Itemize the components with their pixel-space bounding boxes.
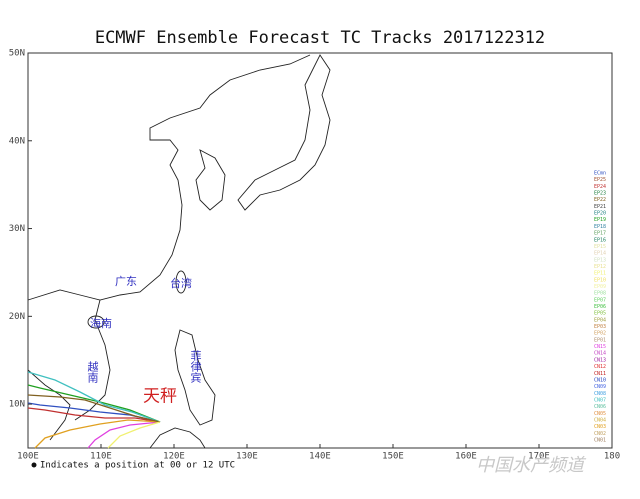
legend-entry: EP02: [594, 331, 606, 337]
x-tick-label: 180: [604, 452, 620, 462]
place-label: 广东: [115, 275, 137, 288]
y-tick-label: 50N: [9, 49, 25, 59]
legend-entry: EP22: [594, 197, 606, 203]
legend-entry: CN08: [594, 391, 606, 397]
legend-entry: EP21: [594, 204, 606, 210]
legend-entry: EP12: [594, 264, 606, 270]
legend-entry: CN04: [594, 417, 606, 423]
map-frame: [27, 52, 613, 449]
typhoon-name: 天秤: [143, 387, 177, 407]
title: ECMWF Ensemble Forecast TC Tracks 201712…: [95, 28, 545, 48]
footnote: Indicates a position at 00 or 12 UTC: [40, 461, 235, 471]
legend-entry: EP14: [594, 251, 606, 257]
legend-entry: EP07: [594, 297, 606, 303]
legend-entry: EP15: [594, 244, 606, 250]
y-tick-label: 40N: [9, 136, 25, 146]
legend-entry: CN01: [594, 438, 606, 444]
y-tick-label: 30N: [9, 224, 25, 234]
legend-entry: CN03: [594, 424, 606, 430]
x-tick-label: 170E: [528, 452, 550, 462]
legend-entry: EP23: [594, 191, 606, 197]
place-label: 海南: [90, 316, 112, 330]
legend-entry: CN15: [594, 344, 606, 350]
place-label: 菲律宾: [189, 350, 202, 383]
legend-entry: EP18: [594, 224, 606, 230]
legend-entry: ECmn: [594, 171, 606, 177]
x-tick-label: 120E: [163, 452, 185, 462]
legend-entry: EP01: [594, 337, 606, 343]
place-label: 台湾: [170, 276, 192, 290]
legend-entry: CN10: [594, 377, 606, 383]
legend-entry: CN12: [594, 364, 606, 370]
legend-entry: EP17: [594, 231, 606, 237]
legend-entry: CN05: [594, 411, 606, 417]
legend-entry: CN09: [594, 384, 606, 390]
legend-entry: EP13: [594, 257, 606, 263]
legend-entry: CN06: [594, 404, 606, 410]
legend-entry: EP10: [594, 277, 606, 283]
legend-entry: EP16: [594, 237, 606, 243]
x-tick-label: 110E: [90, 452, 112, 462]
legend-entry: EP20: [594, 211, 606, 217]
y-tick-label: 10N: [9, 400, 25, 410]
legend-entry: EP04: [594, 317, 606, 323]
x-tick-label: 150E: [382, 452, 404, 462]
legend-entry: EP05: [594, 311, 606, 317]
legend-entry: CN14: [594, 351, 606, 357]
coastlines: [27, 54, 331, 449]
x-tick-label: 100E: [17, 452, 39, 462]
x-tick-label: 160E: [455, 452, 477, 462]
legend-entry: CN02: [594, 431, 606, 437]
legend-entry: EP24: [594, 184, 606, 190]
legend-entry: EP03: [594, 324, 606, 330]
place-label: 越南: [86, 360, 99, 383]
legend-entry: CN07: [594, 397, 606, 403]
legend-entry: EP25: [594, 177, 606, 183]
legend-entry: EP19: [594, 217, 606, 223]
x-tick-label: 140E: [309, 452, 331, 462]
legend-entry: EP09: [594, 284, 606, 290]
footnote-dot: [31, 462, 37, 468]
legend-entry: EP11: [594, 271, 606, 277]
legend-entry: CN11: [594, 371, 606, 377]
tracks: [27, 371, 161, 449]
y-tick-label: 20N: [9, 312, 25, 322]
watermark: 中国水产频道: [476, 455, 587, 476]
x-tick-label: 130E: [236, 452, 258, 462]
legend-entry: CN13: [594, 357, 606, 363]
legend-entry: EP06: [594, 304, 606, 310]
legend-entry: EP08: [594, 291, 606, 297]
